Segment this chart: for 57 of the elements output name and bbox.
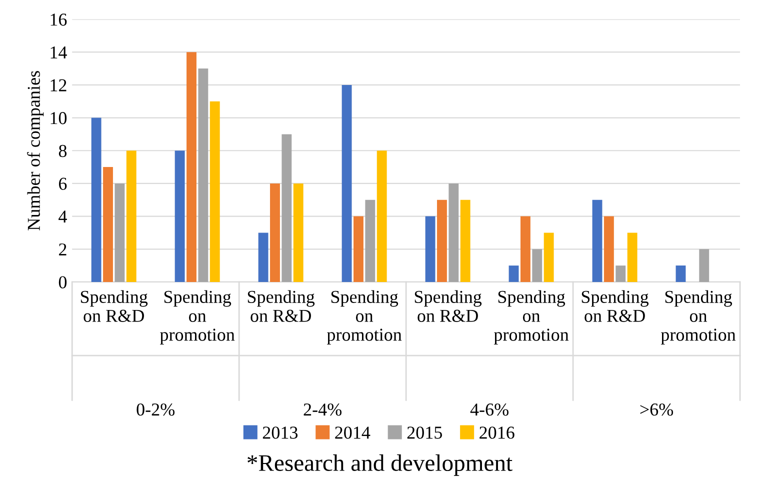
x-tick-label: Spending on promotion	[326, 290, 402, 344]
bar	[616, 266, 626, 282]
text: 2-4%	[304, 403, 342, 416]
text: *Research and development	[248, 454, 512, 476]
bar	[437, 200, 447, 282]
legend-label: 2013	[262, 426, 298, 439]
text: 4-6%	[470, 403, 508, 416]
bar	[627, 232, 638, 282]
y-tick-label: 10	[50, 112, 67, 124]
x-tick-label: Spending on promotion	[160, 290, 235, 344]
bar	[210, 101, 220, 282]
text: >6%	[640, 403, 674, 416]
x-tick-label: Spending on R&D	[248, 290, 315, 322]
bar	[425, 216, 436, 282]
bar	[103, 167, 113, 282]
bar	[258, 232, 268, 282]
y-tick-label: 14	[50, 46, 67, 58]
x-tick-label: Spending on promotion	[660, 290, 736, 344]
bar	[365, 200, 376, 282]
x-tick-label: Spending on R&D	[582, 290, 649, 322]
bar	[508, 266, 519, 282]
bar	[91, 118, 102, 282]
y-tick-label: 0	[58, 276, 67, 288]
y-tick-label: 2	[59, 243, 66, 256]
y-axis-title: Number of companies	[27, 71, 44, 230]
bar	[448, 183, 459, 282]
bar	[699, 249, 710, 282]
y-tick-label: 12	[50, 79, 66, 92]
bar	[460, 200, 470, 282]
bar	[544, 232, 554, 282]
bar	[376, 150, 387, 282]
bar	[114, 183, 125, 282]
bar	[270, 183, 280, 282]
bar	[186, 52, 196, 282]
y-tick-label: 8	[58, 144, 67, 158]
x-tick-label: Spending on R&D	[414, 290, 482, 322]
bar	[174, 150, 185, 282]
bar	[354, 216, 364, 282]
x-tick-label: Spending on promotion	[494, 290, 569, 344]
bar	[282, 134, 292, 282]
y-tick-label: 16	[50, 14, 67, 26]
bar	[126, 150, 136, 282]
bar	[293, 183, 304, 282]
y-tick-label: 6	[58, 178, 67, 190]
legend-label: 2014	[335, 426, 370, 439]
legend-label: 2015	[407, 426, 442, 439]
x-tick-label: Spending on R&D	[80, 290, 148, 322]
y-tick-label: 4	[58, 210, 67, 223]
text: 0-2%	[136, 403, 175, 416]
bar	[592, 200, 602, 282]
bar	[520, 216, 530, 282]
bar	[532, 249, 542, 282]
bar	[604, 216, 614, 282]
bar	[676, 266, 686, 282]
legend-label: 2016	[480, 426, 514, 439]
bar	[342, 84, 352, 282]
bar	[198, 68, 208, 282]
